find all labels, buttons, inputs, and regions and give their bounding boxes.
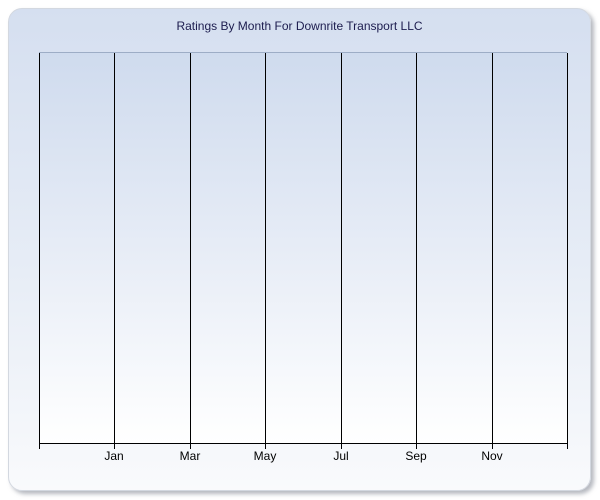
x-gridline xyxy=(341,53,342,449)
x-tick-label: Jan xyxy=(104,449,124,463)
x-tick-label: Jul xyxy=(333,449,349,463)
x-tick-label: May xyxy=(253,449,277,463)
x-tick-label: Mar xyxy=(179,449,201,463)
x-gridline xyxy=(39,53,40,449)
plot-area xyxy=(39,52,568,449)
x-gridline xyxy=(114,53,115,449)
x-tick-label: Sep xyxy=(405,449,427,463)
x-gridline xyxy=(265,53,266,449)
x-gridline xyxy=(567,53,568,449)
x-gridline xyxy=(492,53,493,449)
x-tick-label: Nov xyxy=(481,449,503,463)
chart-panel: Ratings By Month For Downrite Transport … xyxy=(8,8,591,491)
x-gridline xyxy=(416,53,417,449)
chart-title: Ratings By Month For Downrite Transport … xyxy=(176,19,423,33)
x-axis-labels: Jan Mar May Jul Sep Nov xyxy=(39,449,567,465)
x-gridline xyxy=(190,53,191,449)
